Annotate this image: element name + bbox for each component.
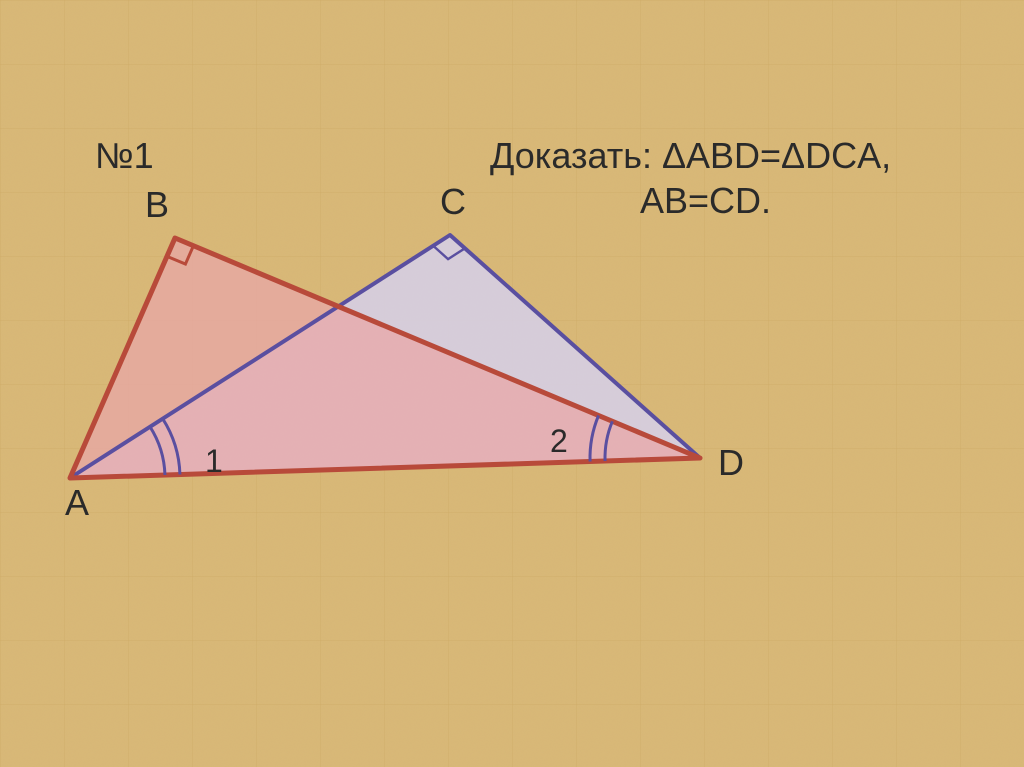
content: №1 Доказать: ΔABD=ΔDCA, AB=CD. ABCD 12 xyxy=(0,0,1024,767)
point-label-A: A xyxy=(65,482,89,524)
point-label-D: D xyxy=(718,442,744,484)
geometry-diagram xyxy=(0,0,1024,767)
point-label-B: B xyxy=(145,184,169,226)
angle-label-1: 1 xyxy=(205,443,223,480)
slide: №1 Доказать: ΔABD=ΔDCA, AB=CD. ABCD 12 xyxy=(0,0,1024,767)
angle-label-2: 2 xyxy=(550,423,568,460)
point-label-C: C xyxy=(440,181,466,223)
